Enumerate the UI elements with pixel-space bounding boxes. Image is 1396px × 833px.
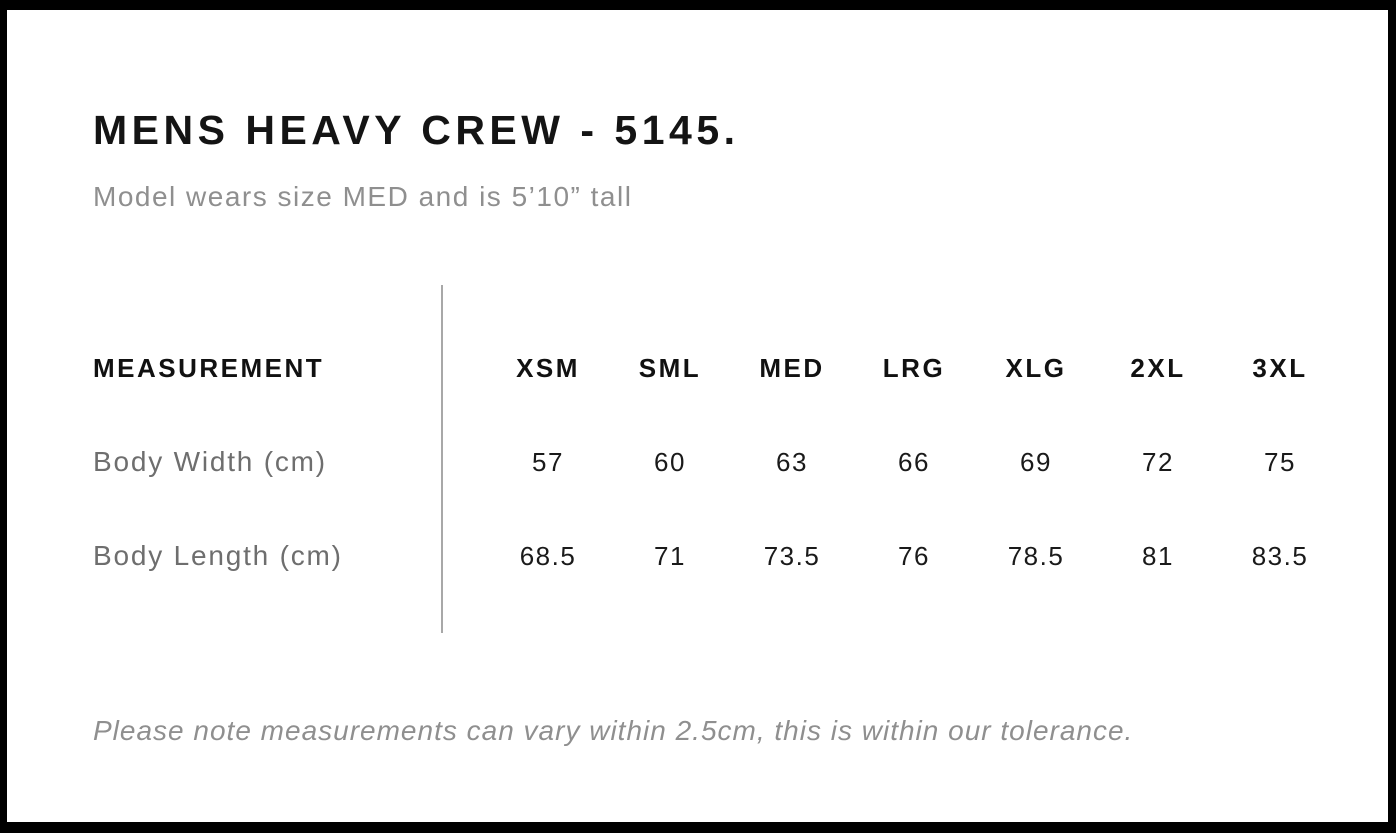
body-length-value-sml: 71 <box>654 540 686 571</box>
size-column-header-med: MED <box>759 352 825 383</box>
body-length-value-xsm: 68.5 <box>519 540 577 571</box>
body-width-value-lrg: 66 <box>898 446 930 477</box>
size-column-header-2xl: 2XL <box>1130 352 1186 383</box>
body-length-value-3xl: 83.5 <box>1251 540 1309 571</box>
size-column-header-sml: SML <box>638 352 702 383</box>
table-vertical-divider <box>441 285 443 633</box>
size-column-header-lrg: LRG <box>882 352 946 383</box>
body-length-value-xlg: 78.5 <box>1007 540 1065 571</box>
body-width-value-3xl: 75 <box>1264 446 1296 477</box>
content-panel: MENS HEAVY CREW - 5145. Model wears size… <box>7 10 1388 822</box>
measurement-column-header: MEASUREMENT <box>93 352 325 383</box>
body-width-value-med: 63 <box>776 446 808 477</box>
body-length-value-2xl: 81 <box>1142 540 1174 571</box>
size-column-header-3xl: 3XL <box>1252 352 1308 383</box>
body-length-value-med: 73.5 <box>763 540 821 571</box>
page-title: MENS HEAVY CREW - 5145. <box>93 107 740 153</box>
size-column-header-xlg: XLG <box>1005 352 1067 383</box>
size-chart-header-row: MEASUREMENT XSM SML MED LRG XLG 2XL 3XL <box>93 348 1341 388</box>
table-row-body-length: Body Length (cm) 68.5 71 73.5 76 78.5 81… <box>93 536 1341 576</box>
body-width-value-xlg: 69 <box>1020 446 1052 477</box>
body-width-value-sml: 60 <box>654 446 686 477</box>
tolerance-note: Please note measurements can vary within… <box>93 715 1134 746</box>
body-length-value-lrg: 76 <box>898 540 930 571</box>
body-width-value-xsm: 57 <box>532 446 564 477</box>
model-size-subtitle: Model wears size MED and is 5’10” tall <box>93 181 633 212</box>
row-label-body-length: Body Length (cm) <box>93 540 343 571</box>
body-width-value-2xl: 72 <box>1142 446 1174 477</box>
row-label-body-width: Body Width (cm) <box>93 446 327 477</box>
table-row-body-width: Body Width (cm) 57 60 63 66 69 72 75 <box>93 442 1341 482</box>
size-column-header-xsm: XSM <box>516 352 580 383</box>
